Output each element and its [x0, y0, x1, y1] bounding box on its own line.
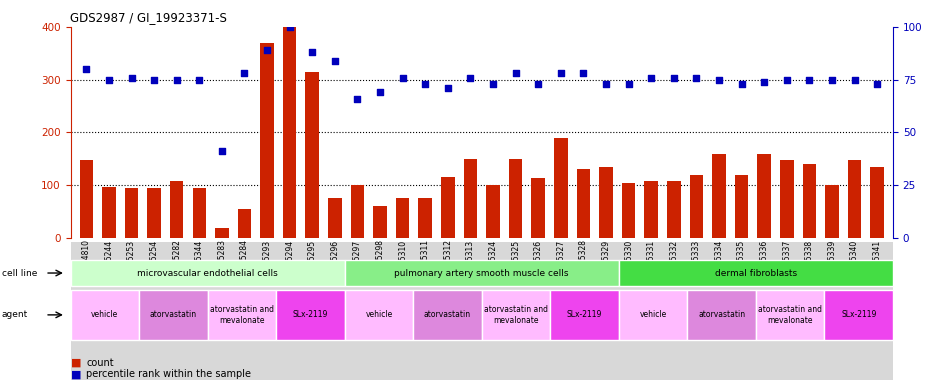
Point: [462, 74, 478, 81]
Point: [847, 76, 862, 83]
Bar: [148, 188, 161, 238]
Text: cell line: cell line: [2, 268, 38, 278]
Text: atorvastatin: atorvastatin: [149, 310, 196, 319]
Point: [802, 76, 817, 83]
Bar: [690, 175, 703, 238]
Bar: [306, 72, 319, 238]
Text: percentile rank within the sample: percentile rank within the sample: [86, 369, 252, 379]
Point: [531, 81, 546, 87]
Point: [440, 85, 455, 91]
Point: [372, 89, 387, 95]
Bar: [418, 199, 432, 238]
Text: agent: agent: [2, 310, 28, 319]
Text: SLx-2119: SLx-2119: [292, 310, 328, 319]
Text: count: count: [86, 358, 114, 368]
Bar: [576, 169, 590, 238]
Point: [395, 74, 410, 81]
Text: atorvastatin and
mevalonate: atorvastatin and mevalonate: [484, 305, 548, 324]
Text: SLx-2119: SLx-2119: [567, 310, 603, 319]
Bar: [238, 209, 251, 238]
Bar: [870, 167, 884, 238]
Point: [689, 74, 704, 81]
Point: [350, 96, 365, 102]
Point: [169, 76, 184, 83]
Point: [554, 70, 569, 76]
Bar: [803, 164, 816, 238]
Bar: [848, 160, 861, 238]
Point: [666, 74, 681, 81]
Text: SLx-2119: SLx-2119: [841, 310, 876, 319]
Bar: [215, 227, 228, 238]
Point: [599, 81, 614, 87]
Bar: [667, 181, 681, 238]
Bar: [373, 207, 387, 238]
Bar: [102, 187, 116, 238]
Bar: [80, 160, 93, 238]
Point: [734, 81, 749, 87]
Bar: [463, 159, 478, 238]
Bar: [486, 185, 500, 238]
Text: atorvastatin: atorvastatin: [698, 310, 745, 319]
Bar: [441, 177, 455, 238]
Point: [509, 70, 524, 76]
Text: ■: ■: [70, 358, 81, 368]
Bar: [283, 27, 296, 238]
Text: microvascular endothelial cells: microvascular endothelial cells: [137, 268, 278, 278]
Bar: [396, 199, 410, 238]
Point: [621, 81, 636, 87]
Text: atorvastatin: atorvastatin: [424, 310, 471, 319]
Point: [327, 58, 342, 64]
Bar: [193, 188, 206, 238]
Bar: [125, 188, 138, 238]
Point: [79, 66, 94, 72]
Text: GDS2987 / GI_19923371-S: GDS2987 / GI_19923371-S: [70, 11, 227, 24]
Point: [644, 74, 659, 81]
Text: ■: ■: [70, 369, 81, 379]
Text: vehicle: vehicle: [639, 310, 666, 319]
Bar: [170, 181, 183, 238]
Point: [237, 70, 252, 76]
Bar: [260, 43, 274, 238]
Point: [870, 81, 885, 87]
Bar: [554, 138, 568, 238]
Point: [757, 79, 772, 85]
Bar: [758, 154, 771, 238]
Bar: [328, 199, 341, 238]
Text: atorvastatin and
mevalonate: atorvastatin and mevalonate: [759, 305, 822, 324]
Point: [214, 149, 229, 155]
Bar: [351, 185, 364, 238]
Bar: [531, 179, 545, 238]
Point: [305, 49, 320, 55]
Text: vehicle: vehicle: [91, 310, 118, 319]
Point: [779, 76, 794, 83]
Point: [124, 74, 139, 81]
Point: [192, 76, 207, 83]
Point: [576, 70, 591, 76]
Text: pulmonary artery smooth muscle cells: pulmonary artery smooth muscle cells: [395, 268, 569, 278]
Point: [824, 76, 839, 83]
Text: dermal fibroblasts: dermal fibroblasts: [714, 268, 797, 278]
Bar: [509, 159, 523, 238]
Bar: [600, 167, 613, 238]
Text: vehicle: vehicle: [366, 310, 393, 319]
Point: [282, 24, 297, 30]
Point: [102, 76, 117, 83]
Bar: [622, 183, 635, 238]
Bar: [735, 175, 748, 238]
Point: [417, 81, 432, 87]
Text: atorvastatin and
mevalonate: atorvastatin and mevalonate: [210, 305, 274, 324]
Point: [712, 76, 727, 83]
Point: [147, 76, 162, 83]
Bar: [645, 181, 658, 238]
Bar: [713, 154, 726, 238]
Bar: [780, 160, 793, 238]
Point: [486, 81, 501, 87]
Bar: [825, 185, 838, 238]
Point: [259, 47, 274, 53]
